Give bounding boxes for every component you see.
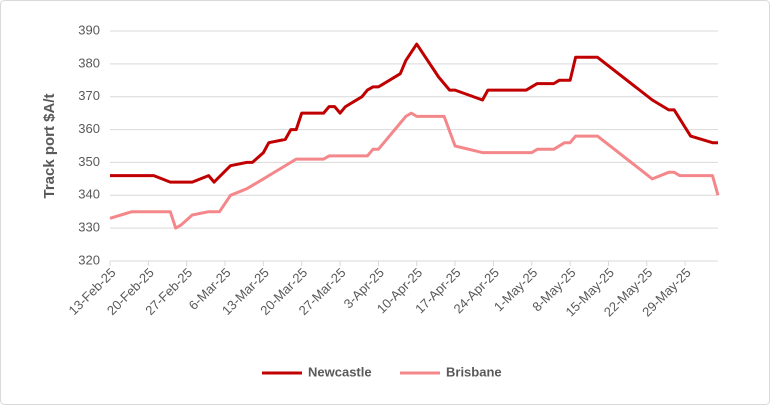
series-line [109,111,720,230]
y-tick-label: 370 [78,88,100,103]
y-tick-label: 320 [78,252,100,267]
y-tick-label: 340 [78,187,100,202]
legend-label: Brisbane [446,364,502,379]
y-tick-label: 380 [78,55,100,70]
y-tick-label: 330 [78,220,100,235]
y-tick-label: 390 [78,22,100,37]
y-tick-label: 350 [78,154,100,169]
y-tick-label: 360 [78,121,100,136]
y-axis-title: Track port $A/t [41,93,58,198]
series-line [110,42,718,184]
legend-label: Newcastle [308,364,372,379]
